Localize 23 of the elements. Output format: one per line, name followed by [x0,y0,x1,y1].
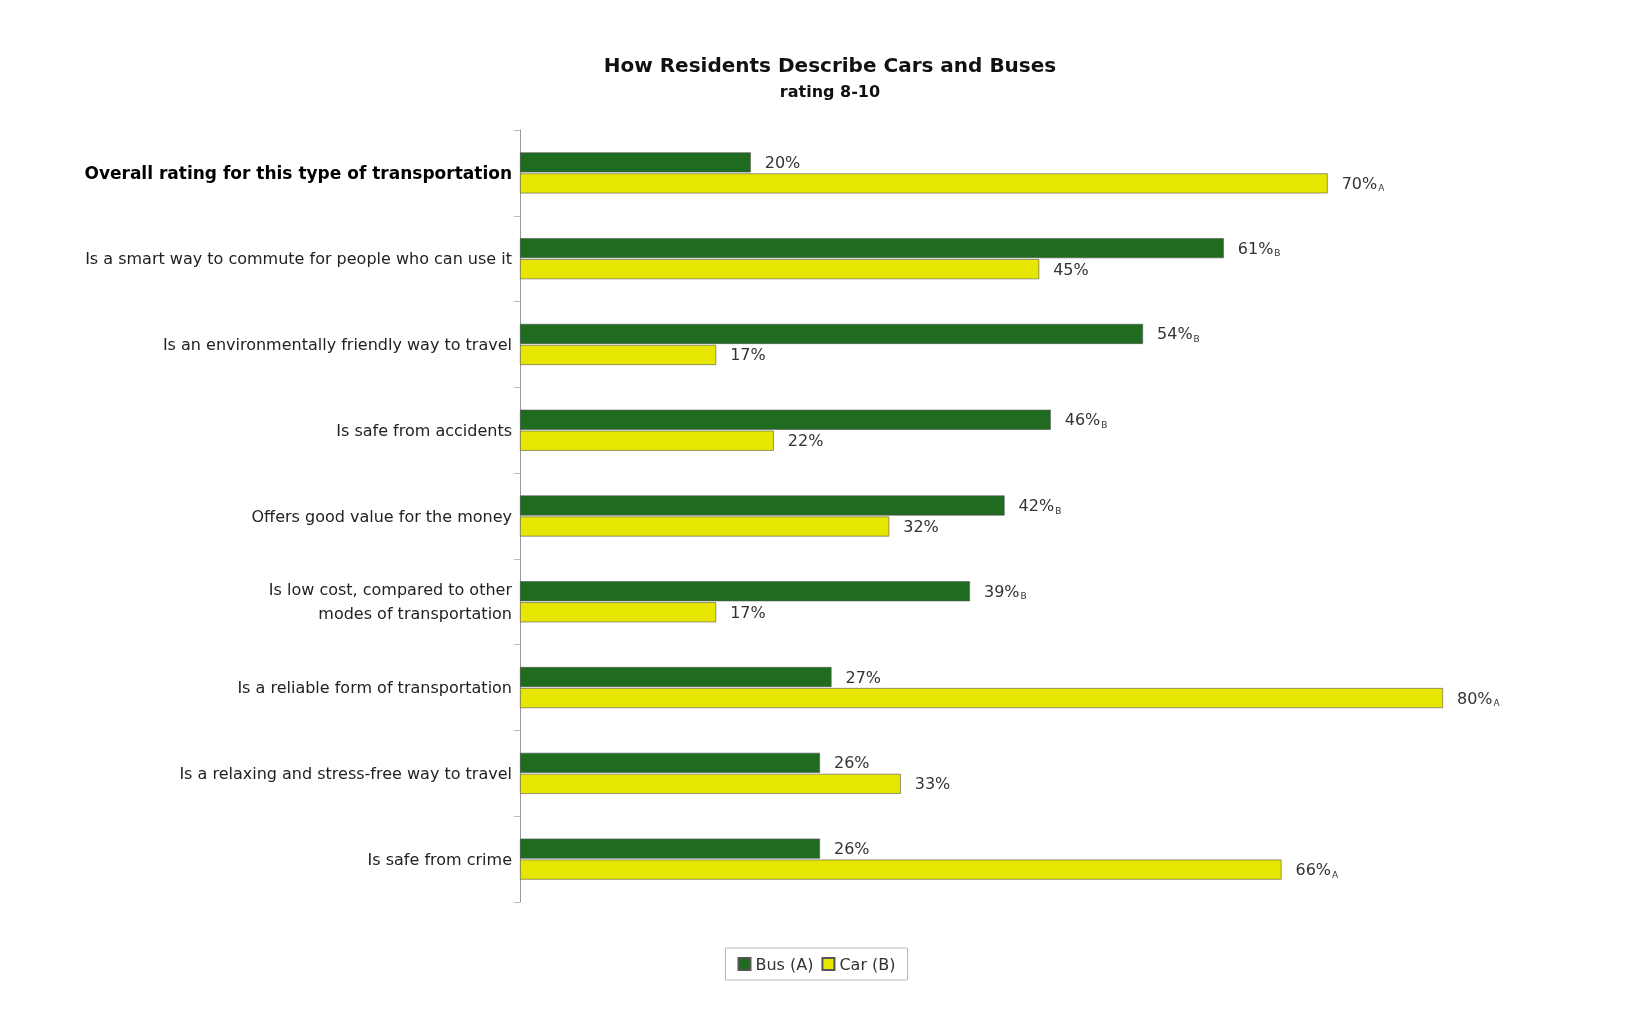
y-tick-label: Is an environmentally friendly way to travel [162,334,512,354]
chart-title: How Residents Describe Cars and Buses [603,53,1057,77]
legend-label: Car (B) [839,954,896,974]
data-label: 22% [787,431,824,451]
data-label: 17% [730,345,766,365]
y-tick-label: Is low cost, compared to other modes of transportation [268,580,513,624]
y-tick-label: Is a relaxing and stress-free way to travel [179,763,512,783]
y-tick-label: Offers good value for the money [251,506,512,526]
data-label: 20% [764,152,801,172]
legend-label: Bus (A) [755,954,814,974]
data-label: 33% [914,774,951,794]
data-label: 17% [730,602,766,622]
y-tick-label: Is safe from accidents [336,420,512,440]
data-label: 26% [833,839,870,859]
y-tick-label: Overall rating for this type of transportation [84,162,512,183]
y-tick-label: Is a smart way to commute for people who can use it [85,249,512,269]
data-label: 26% [833,753,870,773]
data-label: 27% [845,667,882,687]
chart-subtitle: rating 8-10 [779,81,881,101]
data-label: 45% [1053,259,1089,279]
y-tick-label: Is a reliable form of transportation [237,678,512,698]
y-tick-label: Is safe from crime [367,849,512,869]
data-label: 32% [903,517,939,536]
